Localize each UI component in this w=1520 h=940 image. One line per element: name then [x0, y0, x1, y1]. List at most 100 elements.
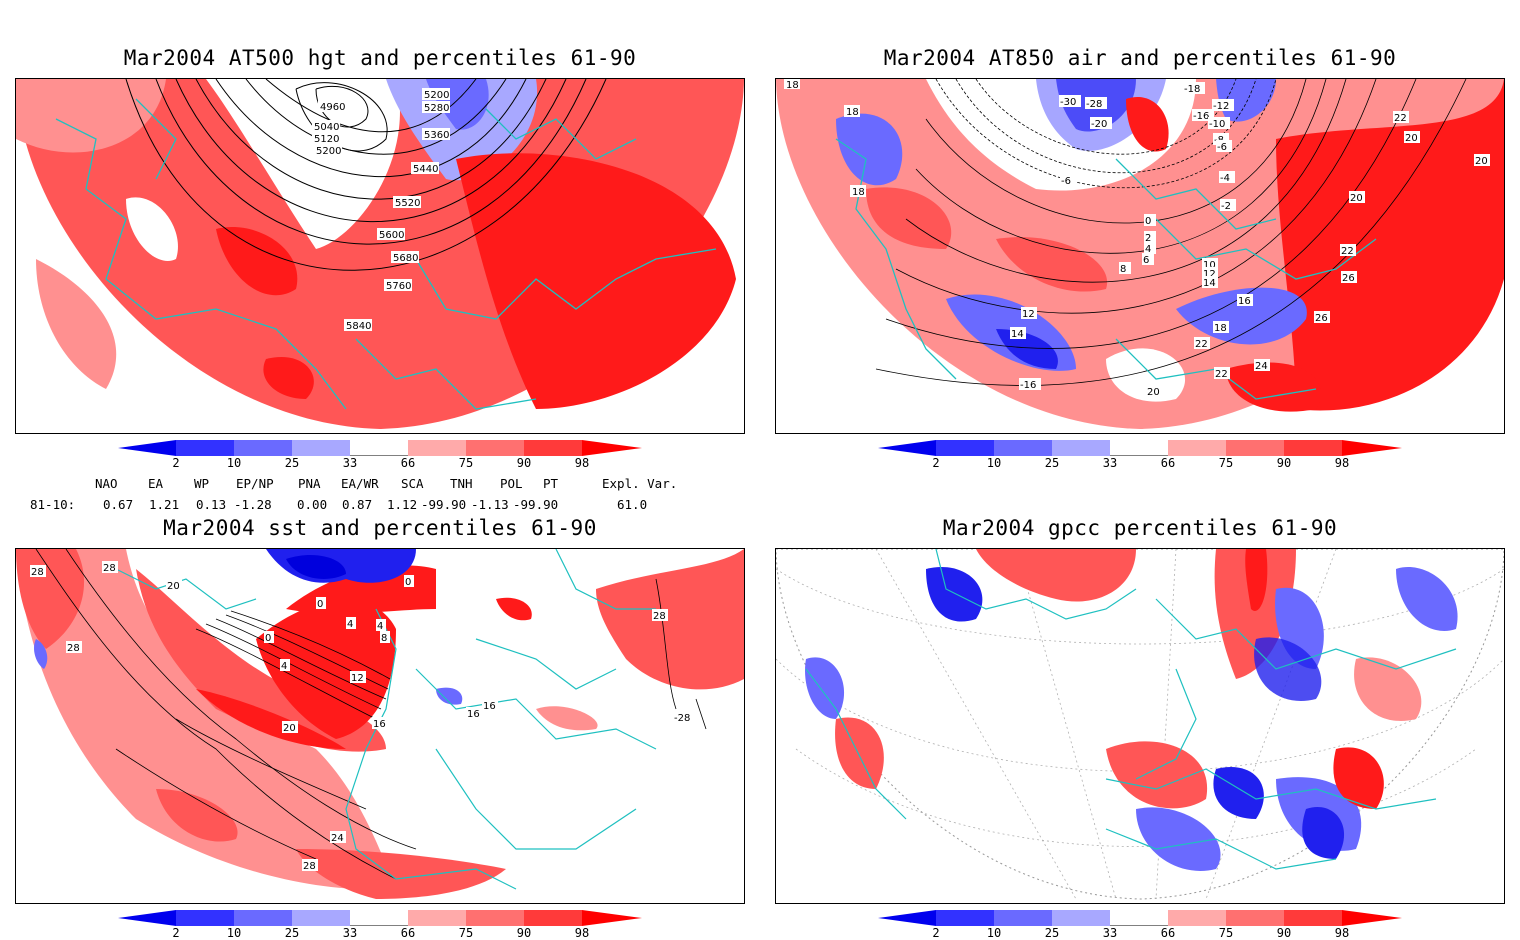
colorbar-swatch	[878, 910, 936, 926]
colorbar-swatch	[234, 910, 292, 926]
contour-label: 5840	[346, 321, 371, 332]
colorbar-swatch	[582, 910, 642, 926]
contour-label: 5600	[379, 230, 404, 241]
contour-label: -16	[1193, 111, 1209, 122]
colorbar-tick: 98	[1334, 926, 1350, 940]
colorbar-left-bottom	[118, 910, 642, 926]
contour-label: 20	[1147, 387, 1160, 398]
colorbar-swatch	[1168, 440, 1226, 456]
index-value: -99.90	[513, 497, 559, 512]
colorbar-swatch	[292, 910, 350, 926]
contour-label: 26	[1342, 273, 1355, 284]
colorbar-swatch	[936, 910, 994, 926]
contour-label: 0	[317, 599, 323, 610]
colorbar-labels-right-top: 2 10 25 33 66 75 90 98	[878, 456, 1403, 470]
colorbar-tick: 75	[1218, 456, 1234, 470]
contour-label: 20	[1350, 193, 1363, 204]
contour-label: 4	[377, 621, 383, 632]
contour-label: 12	[351, 673, 364, 684]
colorbar-swatch	[994, 910, 1052, 926]
map-sst: 28 28 28 20 0 0 0 4 4 8 12 16 20 24 28 2…	[16, 549, 744, 899]
contour-label: -30	[1060, 97, 1076, 108]
colorbar-swatch	[582, 440, 642, 456]
contour-label: 4960	[320, 102, 345, 113]
colorbar-swatch	[234, 440, 292, 456]
contour-label: 4	[281, 661, 287, 672]
contour-label: 22	[1195, 339, 1208, 350]
contour-label: 20	[1405, 133, 1418, 144]
colorbar-tick: 98	[1334, 456, 1350, 470]
colorbar-tick: 75	[458, 926, 474, 940]
index-row-label: 81-10:	[30, 497, 76, 512]
contour-label: 20	[167, 581, 180, 592]
contour-label: 0	[1145, 216, 1151, 227]
colorbar-swatch	[524, 910, 582, 926]
colorbar-swatch	[408, 440, 466, 456]
contour-label: 14	[1203, 278, 1216, 289]
colorbar-swatch	[176, 910, 234, 926]
index-header: EA/WR	[341, 476, 379, 491]
contour-label: 18	[1214, 323, 1227, 334]
contour-label: -4	[1220, 173, 1230, 184]
panel-title-air850: Mar2004 AT850 air and percentiles 61-90	[883, 46, 1397, 70]
colorbar-swatch	[1168, 910, 1226, 926]
index-value: -1.28	[234, 497, 272, 512]
contour-label: 5440	[413, 164, 438, 175]
index-value: -99.90	[421, 497, 467, 512]
contour-label: 24	[1255, 361, 1268, 372]
colorbar-swatch	[1284, 440, 1342, 456]
colorbar-swatch	[1110, 910, 1168, 926]
contour-label: 28	[103, 563, 116, 574]
colorbar-swatch	[1342, 440, 1402, 456]
colorbar-tick: 25	[284, 456, 300, 470]
contour-label: 18	[846, 107, 859, 118]
colorbar-tick: 98	[574, 926, 590, 940]
colorbar-swatch	[118, 440, 176, 456]
contour-label: 14	[1011, 329, 1024, 340]
contour-label: 5760	[386, 281, 411, 292]
contour-label: 8	[381, 633, 387, 644]
colorbar-tick: 2	[172, 926, 180, 940]
index-value: 61.0	[617, 497, 648, 512]
colorbar-swatch	[466, 910, 524, 926]
colorbar-swatch	[1052, 440, 1110, 456]
contour-label: 20	[283, 723, 296, 734]
contour-label: -10	[1209, 119, 1225, 130]
colorbar-swatch	[994, 440, 1052, 456]
index-header: NAO	[95, 476, 118, 491]
contour-label: 4	[1145, 244, 1151, 255]
contour-label: 18	[852, 187, 865, 198]
contour-label: 0	[265, 633, 271, 644]
colorbar-tick: 66	[400, 456, 416, 470]
contour-label: 16	[373, 719, 386, 730]
colorbar-swatch	[1110, 440, 1168, 456]
colorbar-tick: 2	[932, 456, 940, 470]
colorbar-swatch	[466, 440, 524, 456]
index-value: 0.13	[196, 497, 227, 512]
colorbar-tick: 10	[226, 456, 242, 470]
index-value: 0.00	[297, 497, 328, 512]
index-header: EA	[148, 476, 164, 491]
contour-label: 22	[1394, 113, 1407, 124]
colorbar-tick: 10	[986, 926, 1002, 940]
colorbar-tick: 10	[986, 456, 1002, 470]
colorbar-swatch	[524, 440, 582, 456]
contour-label: -28	[1086, 99, 1102, 110]
colorbar-tick: 2	[172, 456, 180, 470]
index-header: WP	[194, 476, 210, 491]
map-hgt500: 4960 5040 5120 5200 5200 5280 5360 5440 …	[16, 79, 744, 429]
contour-label: -28	[674, 713, 690, 724]
colorbar-tick: 25	[1044, 456, 1060, 470]
contour-label: 28	[67, 643, 80, 654]
colorbar-tick: 75	[458, 456, 474, 470]
contour-label: 5280	[424, 103, 449, 114]
contour-label: 5120	[314, 134, 339, 145]
colorbar-tick: 33	[342, 926, 358, 940]
map-panel-air850: 18 18 18 -30 -28 -20 -18 -16 -12 -10 -8 …	[775, 78, 1505, 434]
map-air850: 18 18 18 -30 -28 -20 -18 -16 -12 -10 -8 …	[776, 79, 1504, 429]
colorbar-tick: 98	[574, 456, 590, 470]
colorbar-tick: 75	[1218, 926, 1234, 940]
contour-label: 2	[1145, 233, 1151, 244]
colorbar-swatch	[1226, 440, 1284, 456]
panel-title-sst: Mar2004 sst and percentiles 61-90	[163, 516, 597, 540]
